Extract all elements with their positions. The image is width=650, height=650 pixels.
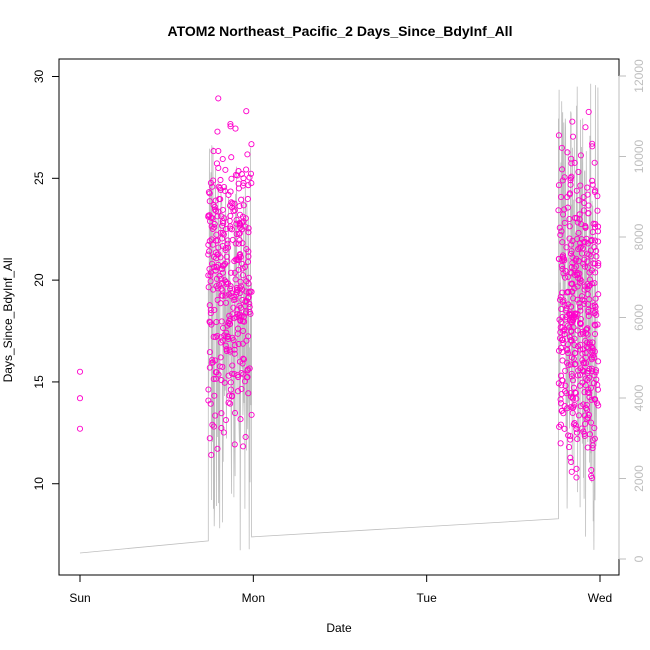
y2-tick-label: 4000	[632, 384, 646, 411]
y-tick-label: 30	[32, 70, 46, 84]
x-tick-label: Wed	[588, 591, 612, 605]
axes: 10 15 20 25 30 0 2000 4000 6000 8000 10000 12000 Sun…	[32, 59, 646, 605]
y2-tick-label: 2000	[632, 465, 646, 492]
data-point	[229, 176, 234, 181]
y-axis-label: Days_Since_BdyInf_All	[1, 258, 15, 383]
data-point	[245, 196, 250, 201]
data-point	[595, 239, 600, 244]
data-point	[239, 197, 244, 202]
data-point	[227, 218, 232, 223]
data-point	[233, 126, 238, 131]
y-tick-label: 15	[32, 375, 46, 389]
data-point	[223, 417, 228, 422]
y-tick-label: 10	[32, 477, 46, 491]
y2-tick-label: 12000	[632, 59, 646, 93]
data-point	[570, 410, 575, 415]
y2-tick-label: 8000	[632, 223, 646, 250]
chart-title: ATOM2 Northeast_Pacific_2 Days_Since_Bdy…	[168, 23, 513, 39]
x-axis-label: Date	[326, 621, 352, 635]
data-point	[585, 185, 590, 190]
data-point	[223, 167, 228, 172]
y2-tick-label: 6000	[632, 304, 646, 331]
x-tick-label: Sun	[69, 591, 90, 605]
y2-tick-label: 0	[632, 555, 646, 562]
data-point	[569, 469, 574, 474]
data-point	[244, 167, 249, 172]
data-point	[216, 96, 221, 101]
point-series	[77, 96, 600, 481]
data-point	[229, 155, 234, 160]
plot-frame	[59, 59, 619, 575]
data-point	[77, 369, 82, 374]
data-point	[558, 441, 563, 446]
line-series	[80, 84, 598, 553]
data-point	[595, 359, 600, 364]
data-point	[243, 434, 248, 439]
data-point	[244, 109, 249, 114]
data-point	[77, 396, 82, 401]
data-point	[574, 466, 579, 471]
x-tick-label: Mon	[242, 591, 265, 605]
y-tick-label: 20	[32, 273, 46, 287]
data-point	[245, 152, 250, 157]
data-point	[583, 125, 588, 130]
data-point	[218, 177, 223, 182]
data-point	[77, 426, 82, 431]
line-series-path	[80, 84, 598, 553]
y-tick-label: 25	[32, 171, 46, 185]
data-point	[592, 160, 597, 165]
data-point	[594, 254, 599, 259]
data-point	[220, 156, 225, 161]
data-point	[215, 129, 220, 134]
y2-tick-label: 10000	[632, 139, 646, 173]
data-point	[574, 475, 579, 480]
data-point	[249, 142, 254, 147]
x-tick-label: Tue	[417, 591, 438, 605]
